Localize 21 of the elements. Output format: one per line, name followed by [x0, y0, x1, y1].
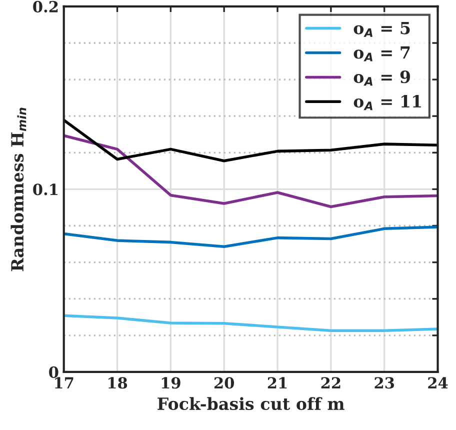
- legend-label: o$_{A}$ = 7: [354, 46, 410, 62]
- legend-label: o$_{A}$ = 9: [354, 70, 410, 86]
- legend-label: o$_{A}$ = 5: [354, 22, 410, 37]
- y-tick-label: 0.2: [33, 0, 58, 12]
- y-axis-title: Randomness H$_{min}$: [10, 108, 26, 272]
- x-tick-label: 20: [214, 377, 234, 389]
- x-axis-title: Fock-basis cut off m: [158, 397, 344, 410]
- line-series: [64, 226, 438, 248]
- x-tick-label: 23: [374, 377, 394, 389]
- line-series: [64, 118, 438, 162]
- line-series: [64, 314, 438, 332]
- x-tick-label: 17: [55, 377, 74, 388]
- y-tick-label: 0: [49, 366, 58, 378]
- legend-label: o$_{A}$ = 11: [354, 95, 421, 110]
- x-tick-label: 18: [108, 377, 128, 389]
- x-tick-label: 21: [268, 377, 287, 388]
- x-tick-label: 24: [428, 377, 448, 388]
- x-tick-label: 19: [162, 377, 180, 389]
- y-tick-label: 0.1: [33, 184, 58, 196]
- x-tick-label: 22: [321, 377, 340, 388]
- line-series: [64, 134, 438, 208]
